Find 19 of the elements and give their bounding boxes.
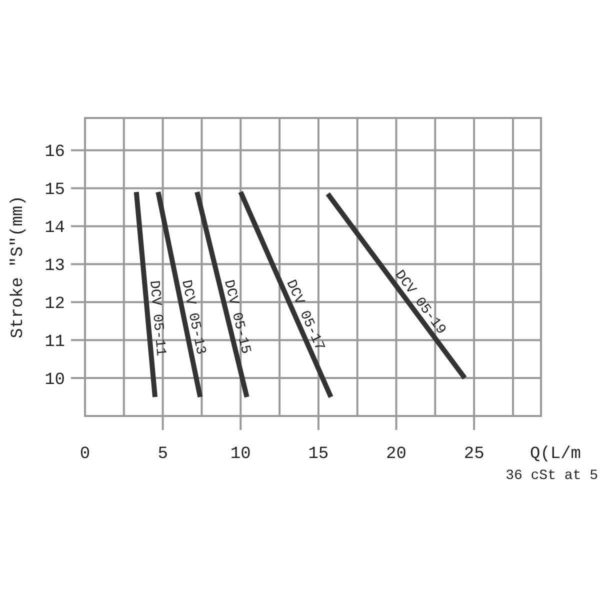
x-tick-label: 0 xyxy=(80,445,90,464)
y-tick-label: 14 xyxy=(44,219,65,238)
y-tick-label: 15 xyxy=(44,181,65,200)
x-axis-title: Q(L/m xyxy=(530,445,582,464)
y-tick-label: 16 xyxy=(44,143,65,162)
text: DCV 05-11 xyxy=(146,280,168,357)
x-tick-label: 10 xyxy=(230,445,251,464)
x-tick-label: 20 xyxy=(386,445,406,464)
x-tick-label: 15 xyxy=(308,445,329,464)
y-tick-label: 10 xyxy=(44,370,65,390)
text: 36 cSt at 5 xyxy=(506,468,598,484)
text: DCV 05-13 xyxy=(178,278,208,356)
x-tick-label: 25 xyxy=(464,445,484,464)
text: DCV 05-15 xyxy=(220,278,254,356)
x-tick-label: 5 xyxy=(158,445,168,464)
y-tick-label: 12 xyxy=(44,295,65,314)
y-tick-label: 13 xyxy=(44,257,65,276)
y-tick-label: 11 xyxy=(44,333,65,352)
y-axis-title: Stroke "S"(mm) xyxy=(9,196,28,338)
